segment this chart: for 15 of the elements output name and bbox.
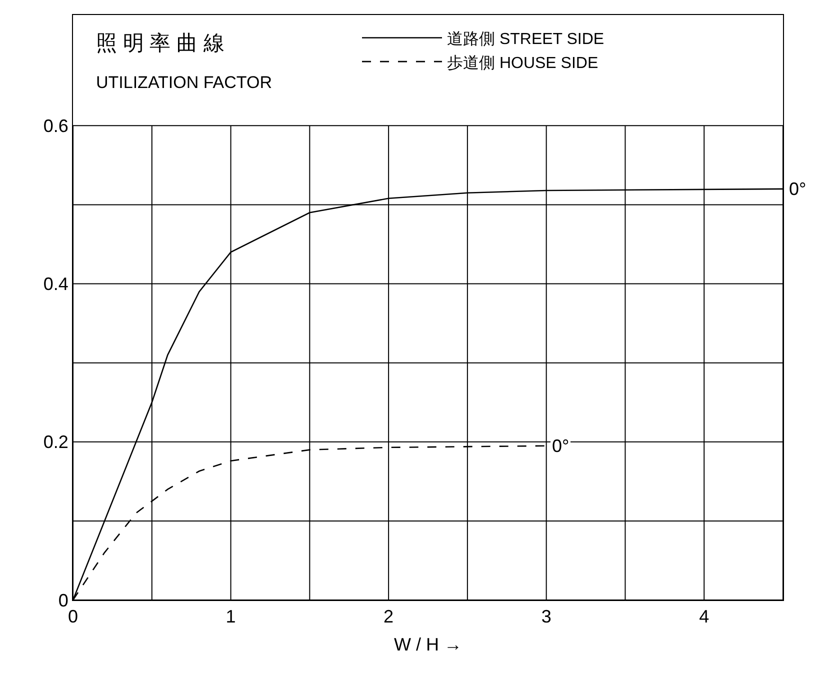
y-tick-label: 0.4	[43, 274, 68, 294]
y-tick-label: 0	[58, 590, 68, 610]
x-tick-label: 1	[226, 606, 236, 627]
text: UTILIZATION FACTOR	[96, 73, 272, 92]
x-tick-label: 3	[541, 606, 552, 627]
annotation: 0°	[552, 436, 570, 456]
x-tick-label: 4	[699, 606, 710, 627]
annotation: 0°	[789, 179, 806, 199]
text: 照 明 率 曲 線	[96, 32, 224, 55]
y-tick-label: 0.6	[43, 116, 68, 136]
legend-label: 歩道側 HOUSE SIDE	[447, 54, 598, 72]
x-tick-label: 2	[384, 606, 394, 627]
legend-label: 道路側 STREET SIDE	[447, 30, 604, 48]
y-tick-label: 0.2	[43, 432, 68, 452]
x-axis-title: W / H →	[394, 634, 462, 655]
